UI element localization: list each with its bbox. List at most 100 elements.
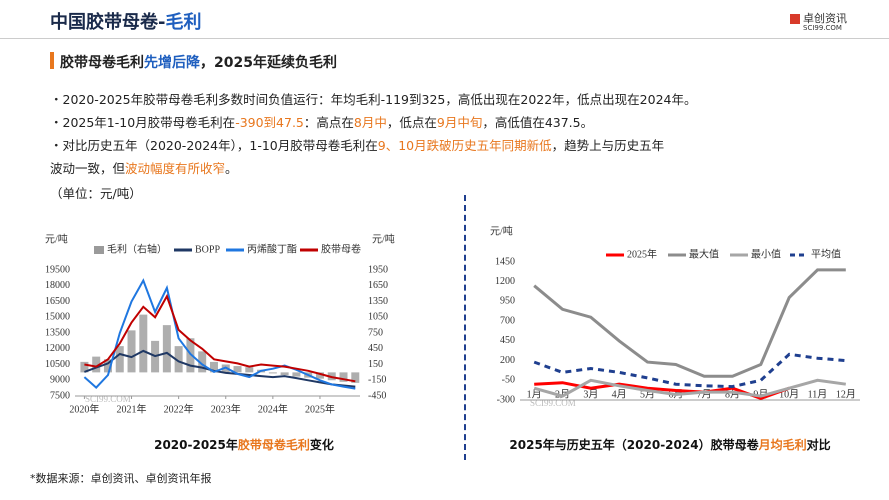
y-tick-label: 18000 <box>45 280 70 291</box>
bar <box>139 314 148 373</box>
text-segment: ：高点在 <box>303 115 354 130</box>
y-unit: 元/吨 <box>490 224 513 237</box>
x-tick-label: 2月 <box>555 388 570 400</box>
bar <box>92 356 101 373</box>
bar <box>162 325 171 373</box>
y-tick-label: 700 <box>500 315 515 326</box>
y-tick-label: 200 <box>500 355 515 366</box>
footer: *数据来源：卓创资讯、卓创资讯年报 <box>30 472 212 485</box>
series-line <box>533 378 847 398</box>
header-rule <box>0 38 889 39</box>
y-tick-label: 13500 <box>45 327 70 338</box>
x-tick-label: 3月 <box>583 388 598 400</box>
text-segment: 先增后降 <box>144 55 200 71</box>
legend-label: 丙烯酸丁酯 <box>247 242 297 255</box>
y-tick-label: 12000 <box>45 343 70 354</box>
text-segment: ，低点在 <box>386 115 437 130</box>
chart-title: 2020-2025年胶带母卷毛利变化 <box>154 437 334 452</box>
bullet-line: （单位：元/吨） <box>50 182 697 205</box>
x-tick-label: 2020年 <box>69 402 99 415</box>
bullet-line: ・2025年1-10月胶带母卷毛利在-390到47.5：高点在8月中，低点在9月… <box>50 111 697 134</box>
y-tick-label: -50 <box>502 375 515 386</box>
series-line <box>533 352 846 389</box>
legend-swatch <box>94 246 104 254</box>
y-tick-label: 950 <box>500 296 515 307</box>
y2-tick-label: 1650 <box>368 280 388 291</box>
bar <box>115 346 124 373</box>
y2-tick-label: 1050 <box>368 312 388 323</box>
legend-label: 平均值 <box>811 247 841 260</box>
y-tick-label: 9000 <box>50 375 70 386</box>
x-tick-label: 12月 <box>836 388 856 400</box>
x-tick-label: 2025年 <box>305 402 335 415</box>
divider <box>464 195 466 460</box>
title-em: 毛利 <box>165 12 202 33</box>
y-tick-label: 16500 <box>45 296 70 307</box>
logo-icon <box>790 14 800 24</box>
x-tick-label: 4月 <box>612 388 627 400</box>
y-tick-label: 7500 <box>50 390 70 401</box>
bar <box>280 372 289 375</box>
text-segment: ，2025年延续负毛利 <box>200 55 337 71</box>
legend-label: BOPP <box>195 244 220 255</box>
bar <box>292 372 301 377</box>
bar <box>351 372 360 383</box>
text-segment: ，趋势上与历史五年 <box>551 138 665 153</box>
y2-unit: 元/吨 <box>372 232 395 245</box>
logo-name: 卓创资讯 <box>803 12 847 25</box>
bar <box>174 346 183 373</box>
title-text: 中国胶带母卷- <box>50 12 166 33</box>
subtitle: 胶带母卷毛利先增后降，2025年延续负毛利 <box>60 52 337 72</box>
bar <box>103 359 112 373</box>
bar <box>198 351 207 373</box>
title-segment: 2025年与历史五年（2020-2024）胶带母卷 <box>509 437 759 452</box>
y2-tick-label: 450 <box>368 343 383 354</box>
series-line <box>83 278 356 390</box>
bar <box>315 372 324 379</box>
bar <box>245 367 254 373</box>
x-tick-label: 11月 <box>808 388 828 400</box>
title-segment: 2020-2025年 <box>154 437 238 452</box>
text-segment: -390到47.5 <box>235 115 304 130</box>
y2-tick-label: 1350 <box>368 296 388 307</box>
legend-label: 最小值 <box>751 247 781 260</box>
bullets: ・2020-2025年胶带母卷毛利多数时间负值运行：年均毛利-119到325，高… <box>50 88 697 205</box>
watermark: SCI99.COM <box>530 398 576 408</box>
legend-label: 毛利（右轴） <box>107 242 167 255</box>
text-segment: 波动一致，但 <box>50 161 126 176</box>
text-segment: 8月中 <box>353 115 387 130</box>
y2-tick-label: -450 <box>368 390 386 401</box>
y-tick-label: 1450 <box>495 256 515 267</box>
text-segment: ・2025年1-10月胶带母卷毛利在 <box>50 115 236 130</box>
title-segment: 变化 <box>310 437 334 452</box>
text-segment: ・对比历史五年（2020-2024年），1-10月胶带母卷毛利在 <box>50 138 378 153</box>
bar <box>80 361 89 373</box>
y2-tick-label: 1950 <box>368 264 388 275</box>
y-tick-label: 450 <box>500 335 515 346</box>
text-segment: （单位：元/吨） <box>50 186 142 201</box>
bullet-line: ・2020-2025年胶带母卷毛利多数时间负值运行：年均毛利-119到325，高… <box>50 88 697 111</box>
header-title: 中国胶带母卷-毛利 <box>50 8 201 34</box>
title-segment: 对比 <box>807 437 831 452</box>
title-segment: 胶带母卷毛利 <box>238 437 310 452</box>
bullet-line: ・对比历史五年（2020-2024年），1-10月胶带母卷毛利在9、10月跌破历… <box>50 134 697 157</box>
text-segment: 波动幅度有所收窄 <box>125 161 226 176</box>
logo-site: SCI99.COM <box>803 24 842 32</box>
bar <box>268 372 277 374</box>
x-tick-label: 2023年 <box>211 402 241 415</box>
watermark: SCI99.COM <box>85 394 131 404</box>
y-tick-label: 15000 <box>45 312 70 323</box>
y2-tick-label: 150 <box>368 359 383 370</box>
series-line <box>533 268 846 378</box>
y-tick-label: 10500 <box>45 359 70 370</box>
text-segment: 胶带母卷毛利 <box>60 55 144 71</box>
text-segment: ，高低值在437.5。 <box>482 115 594 130</box>
series-line <box>84 293 356 383</box>
subtitle-bar <box>50 52 54 69</box>
chart-title: 2025年与历史五年（2020-2024）胶带母卷月均毛利对比 <box>509 437 830 452</box>
legend-label: 胶带母卷 <box>321 242 361 255</box>
bar <box>233 366 242 373</box>
legend-label: 2025年 <box>627 247 657 260</box>
y2-tick-label: -150 <box>368 375 386 386</box>
